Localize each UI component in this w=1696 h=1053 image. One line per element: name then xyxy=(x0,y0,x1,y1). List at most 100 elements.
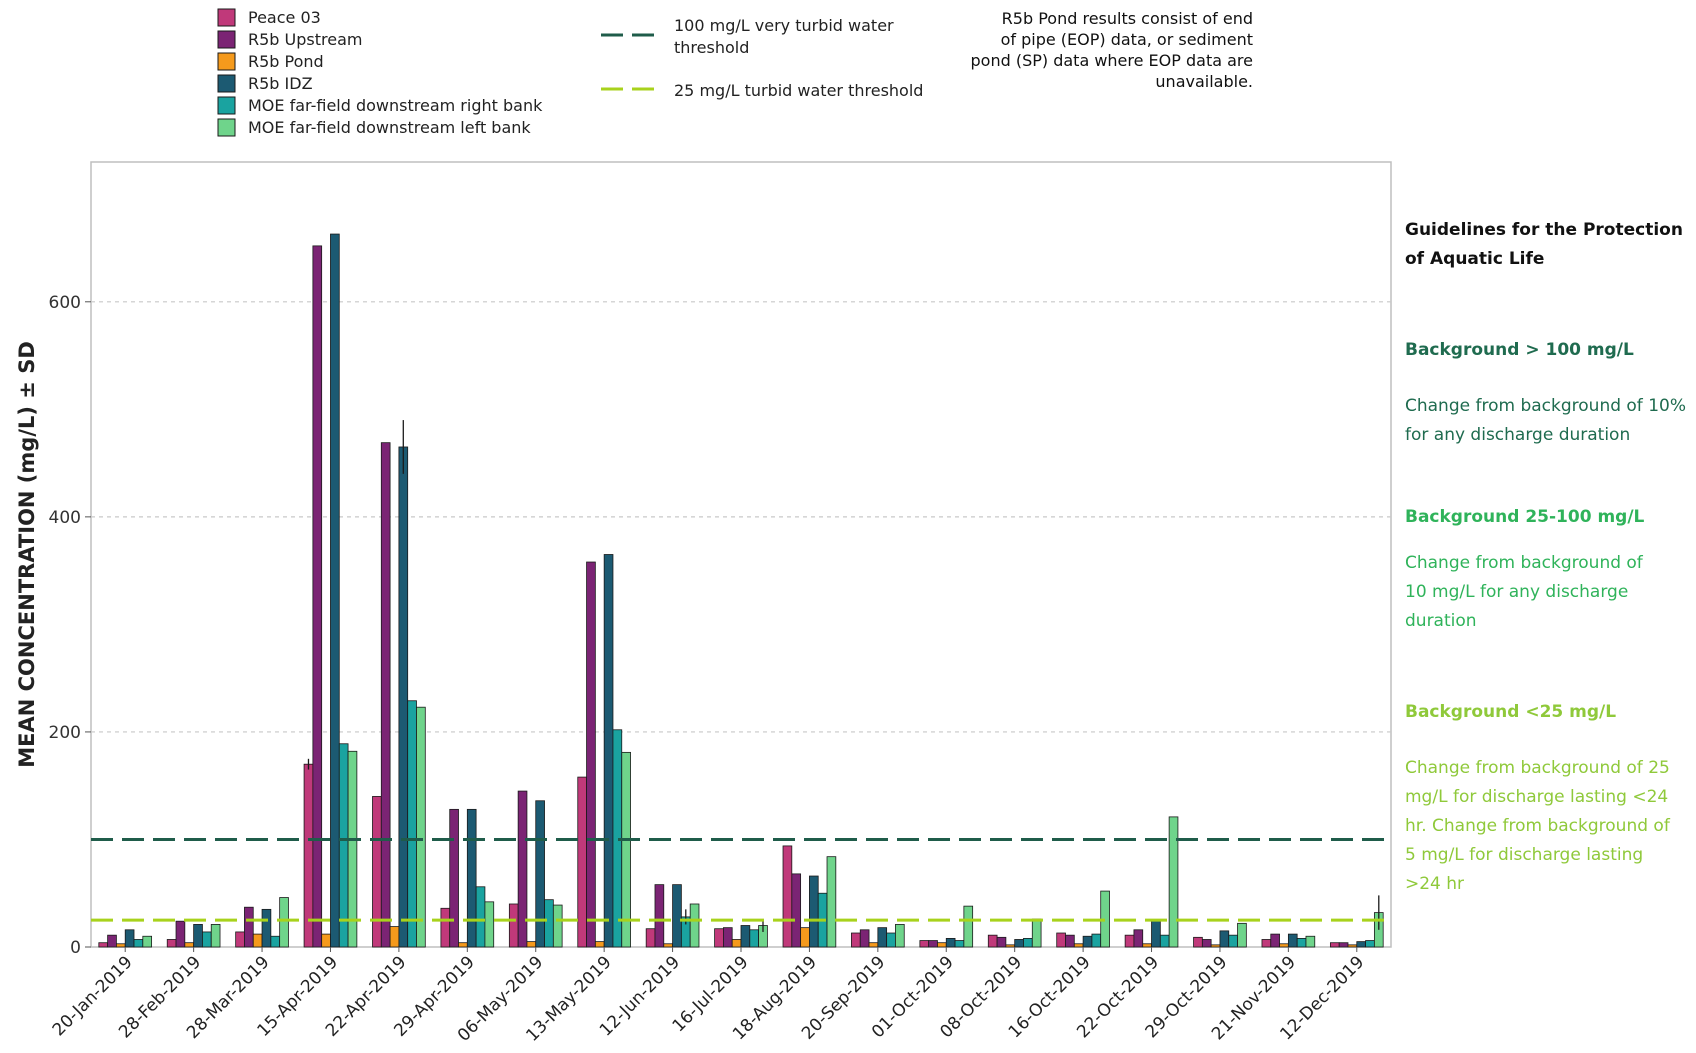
bar xyxy=(586,561,596,948)
bar xyxy=(372,796,382,948)
bar xyxy=(937,942,947,948)
bar xyxy=(1151,919,1161,948)
y-axis-label: MEAN CONCENTRATION (mg/L) ± SD xyxy=(15,341,39,767)
legend-swatch xyxy=(217,8,236,27)
bar xyxy=(723,927,733,948)
bar xyxy=(526,941,537,948)
bar xyxy=(235,931,245,948)
bar xyxy=(663,943,673,948)
legend-swatch xyxy=(217,118,236,137)
bar xyxy=(1329,942,1340,948)
guideline-text-line: hr. Change from background of xyxy=(1405,816,1670,836)
bar xyxy=(791,873,802,948)
guideline-text-line: mg/L for discharge lasting <24 xyxy=(1405,787,1669,807)
bar xyxy=(347,750,358,948)
bar xyxy=(1347,944,1358,948)
bar xyxy=(107,934,117,948)
bar xyxy=(380,442,391,948)
bar xyxy=(252,933,263,948)
bar xyxy=(654,884,665,948)
guideline-low-text: Change from background of 25 mg/L for di… xyxy=(1405,754,1690,899)
bar xyxy=(1056,932,1066,948)
pond-note-line: unavailable. xyxy=(1155,72,1253,91)
bar xyxy=(270,935,281,948)
bar xyxy=(1014,939,1024,948)
legend-label: Peace 03 xyxy=(248,8,321,27)
bar xyxy=(166,939,177,948)
bar xyxy=(124,929,135,948)
bar xyxy=(1031,918,1042,948)
bar xyxy=(782,845,793,948)
guideline-text-line: Change from background of xyxy=(1405,553,1643,573)
bar xyxy=(1261,939,1272,948)
bar xyxy=(645,928,656,948)
guideline-text-line: duration xyxy=(1405,611,1477,631)
bar xyxy=(116,943,126,948)
legend-swatch xyxy=(217,74,236,93)
pond-note-line: R5b Pond results consist of end xyxy=(1001,9,1253,28)
legend-label: MOE far-field downstream right bank xyxy=(248,96,543,115)
bar xyxy=(544,899,554,948)
bar xyxy=(1287,933,1298,948)
bar xyxy=(1091,933,1102,948)
guideline-high: Background > 100 mg/L xyxy=(1405,336,1690,365)
bar xyxy=(244,906,254,948)
bar xyxy=(1065,934,1075,948)
bar xyxy=(321,933,331,948)
bar xyxy=(1159,934,1170,948)
bar xyxy=(484,901,495,948)
legend-line-25-label: 25 mg/L turbid water threshold xyxy=(674,81,923,100)
bar xyxy=(279,897,289,948)
bar xyxy=(987,934,998,948)
bar xyxy=(398,446,409,948)
bar xyxy=(577,776,587,948)
bar xyxy=(330,233,340,948)
bar xyxy=(449,808,459,948)
bar xyxy=(1073,943,1084,948)
bar xyxy=(98,942,109,948)
bar xyxy=(731,939,742,948)
bar xyxy=(535,800,545,948)
bar xyxy=(1201,939,1212,948)
legend-label: R5b IDZ xyxy=(248,74,313,93)
guidelines-title: of Aquatic Life xyxy=(1405,249,1545,269)
guideline-high-heading: Background > 100 mg/L xyxy=(1405,340,1634,360)
bar xyxy=(1023,937,1033,948)
bar xyxy=(621,751,631,948)
bar xyxy=(210,924,221,948)
legend-swatch xyxy=(217,96,236,115)
bar xyxy=(954,940,965,948)
bar xyxy=(895,924,905,948)
bar xyxy=(458,942,468,948)
bar xyxy=(1124,934,1135,948)
bar xyxy=(800,927,810,948)
bar xyxy=(552,904,563,948)
bar xyxy=(1228,934,1238,948)
bar xyxy=(133,939,144,948)
legend-swatch xyxy=(217,30,236,49)
bar xyxy=(1338,942,1349,948)
bar xyxy=(859,929,870,948)
bar xyxy=(1168,816,1179,948)
guideline-low: Background <25 mg/L xyxy=(1405,698,1690,727)
bar xyxy=(714,928,724,948)
bar xyxy=(826,856,837,948)
bar xyxy=(689,903,700,948)
guideline-text-line: 10 mg/L for any discharge xyxy=(1405,582,1629,602)
bar xyxy=(508,903,519,948)
bar xyxy=(1237,922,1247,948)
bar xyxy=(261,908,272,948)
guideline-text-line: 5 mg/L for discharge lasting xyxy=(1405,845,1644,865)
bar xyxy=(475,886,486,948)
bar xyxy=(749,929,759,948)
bar xyxy=(928,940,938,948)
bar xyxy=(466,808,477,948)
bar xyxy=(1005,944,1016,948)
bar xyxy=(809,875,819,948)
bar xyxy=(416,706,426,948)
bar xyxy=(1365,940,1375,948)
bar xyxy=(740,925,751,948)
bar xyxy=(672,884,682,948)
bar xyxy=(945,937,956,948)
pond-note-line: of pipe (EOP) data, or sediment xyxy=(1000,30,1253,49)
